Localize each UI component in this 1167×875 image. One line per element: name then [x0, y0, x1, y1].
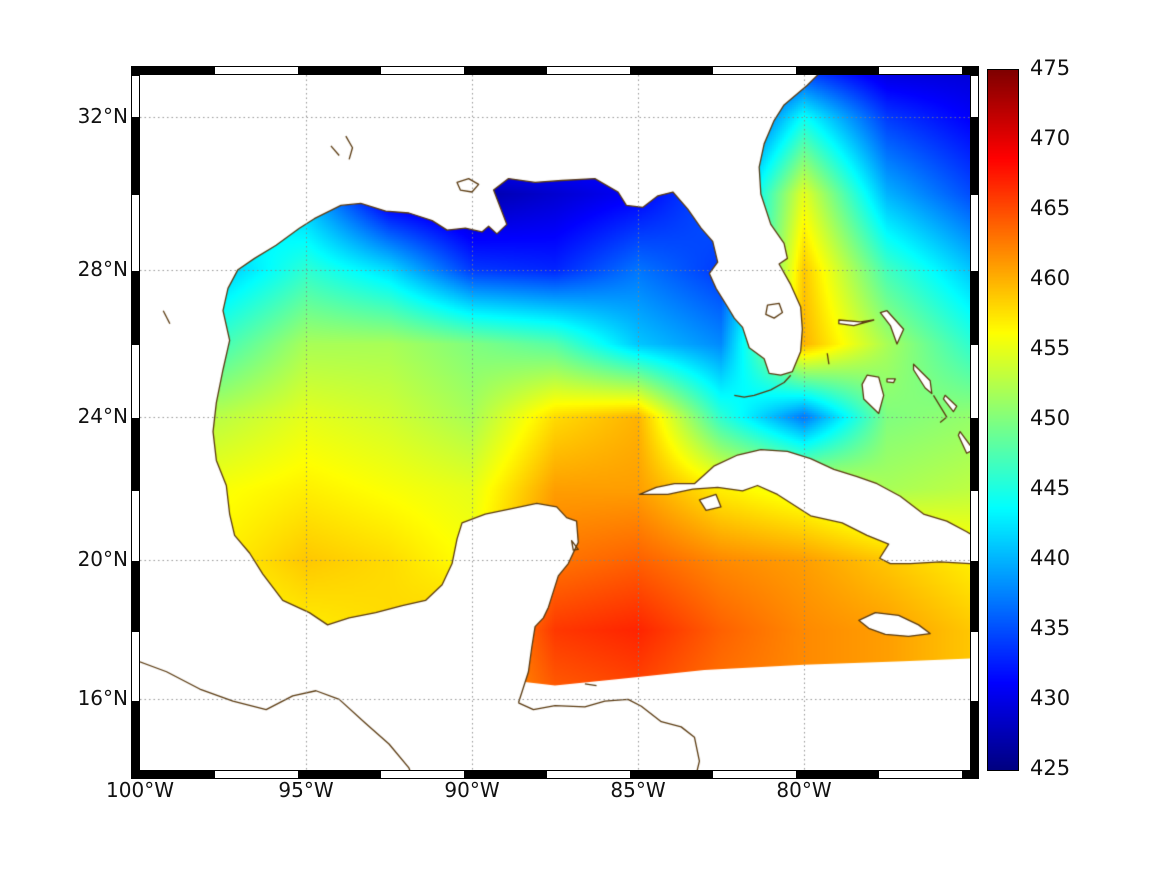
y-tick-label: 28°N: [77, 256, 128, 281]
colorbar-tick-label: 455: [1030, 336, 1071, 360]
colorbar-tick-label: 445: [1030, 476, 1071, 500]
colorbar: [987, 69, 1019, 771]
x-tick-label: 90°W: [444, 778, 500, 802]
frame-left-band: [131, 75, 140, 770]
y-tick-label: 32°N: [77, 103, 128, 128]
colorbar-tick-label: 460: [1030, 266, 1071, 290]
map-plot-area: [139, 74, 971, 771]
x-tick-label: 100°W: [106, 778, 174, 802]
y-tick-label: 24°N: [77, 404, 128, 429]
colorbar-tick-label: 430: [1030, 686, 1071, 710]
x-tick-label: 85°W: [610, 778, 666, 802]
colorbar-tick-label: 470: [1030, 126, 1071, 150]
colorbar-tick-label: 450: [1030, 406, 1071, 430]
y-tick-label: 16°N: [77, 686, 128, 711]
colorbar-tick-label: 465: [1030, 196, 1071, 220]
colorbar-tick-label: 475: [1030, 56, 1071, 80]
frame-right-band: [970, 75, 979, 770]
colorbar-tick-label: 435: [1030, 616, 1071, 640]
colorbar-tick-label: 440: [1030, 546, 1071, 570]
colorbar-tick-label: 425: [1030, 756, 1071, 780]
y-tick-label: 20°N: [77, 547, 128, 572]
frame-top-band: [131, 66, 979, 75]
x-tick-label: 95°W: [278, 778, 334, 802]
map-canvas: [140, 75, 970, 770]
x-tick-label: 80°W: [776, 778, 832, 802]
frame-bottom-band: [131, 770, 979, 779]
colorbar-canvas: [988, 70, 1018, 770]
